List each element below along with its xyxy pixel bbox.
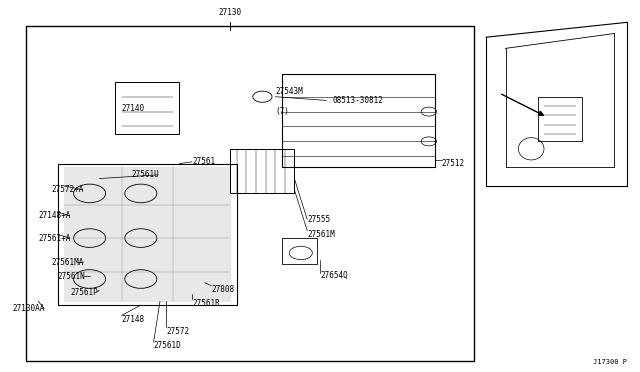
Text: 27130AA: 27130AA [13,304,45,313]
Text: 27148+A: 27148+A [38,211,71,220]
Text: 27561: 27561 [192,157,215,166]
Bar [58,164,237,305]
Text: 27148: 27148 [122,315,145,324]
Text: 27808: 27808 [211,285,234,294]
Text: 27561R: 27561R [192,299,220,308]
Text: 27654Q: 27654Q [320,271,348,280]
Bar [282,238,317,264]
Text: 27512: 27512 [442,159,465,168]
Text: J17300 P: J17300 P [593,359,627,365]
Text: 27130: 27130 [219,8,242,17]
Text: 27572+A: 27572+A [51,185,84,194]
Text: (7): (7) [275,107,289,116]
Bar [26,26,474,361]
Bar [538,97,582,141]
Text: 27561U: 27561U [131,170,159,179]
Bar [115,82,179,134]
Bar [230,149,294,193]
Text: 27555: 27555 [307,215,330,224]
Text: 27561+A: 27561+A [38,234,71,243]
Text: 27572: 27572 [166,327,189,336]
Text: 27140: 27140 [122,105,145,113]
Text: 08513-30812: 08513-30812 [333,96,383,105]
Text: 27561D: 27561D [154,341,181,350]
Text: 27561N: 27561N [58,272,85,280]
Bar [282,74,435,167]
Text: 27561M: 27561M [307,230,335,239]
Text: 27543M: 27543M [275,87,303,96]
Text: 27561MA: 27561MA [51,258,84,267]
Bar [474,22,634,208]
Text: 27561P: 27561P [70,288,98,296]
